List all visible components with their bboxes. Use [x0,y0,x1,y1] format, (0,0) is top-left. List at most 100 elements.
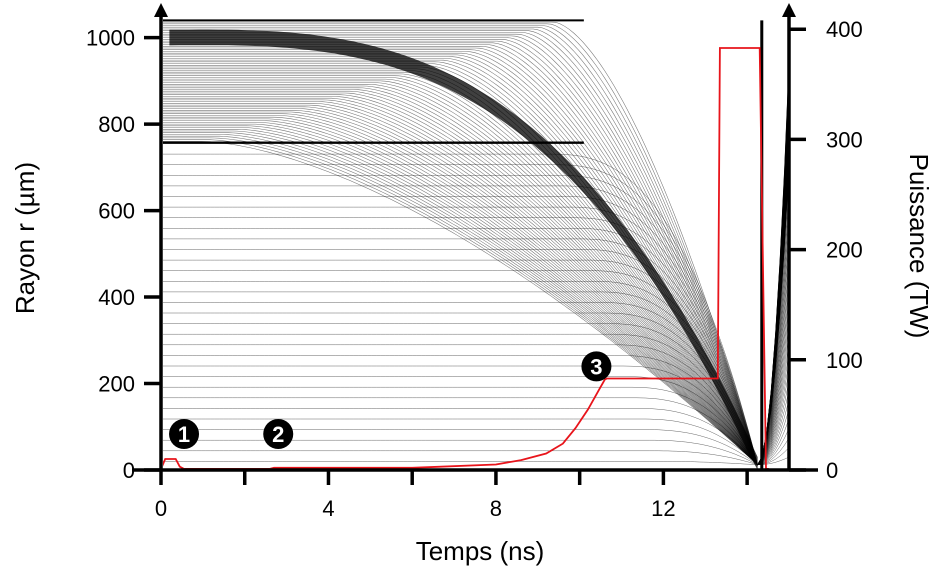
radius-trajectory-line [163,47,789,466]
y-tick-label: 400 [98,285,135,310]
radius-trajectory-line [163,90,789,466]
radius-trajectory-line [163,397,789,466]
x-tick-label: 12 [651,496,675,521]
radius-trajectory-line [163,418,789,466]
radius-trajectory-line [163,89,789,466]
radius-trajectory-line [163,116,789,466]
radius-trajectory-line [163,49,789,466]
y-tick-label: 800 [98,112,135,137]
radius-trajectory-line [163,106,789,466]
radius-trajectory-line [163,63,789,466]
marker-circle [581,351,612,382]
radius-trajectory-line [163,78,789,466]
radius-trajectory-line [163,123,789,466]
radius-trajectory-line [163,249,789,466]
radius-trajectory-line [163,82,789,466]
radius-trajectory-line [163,94,789,466]
radius-trajectory-line [163,134,789,466]
radius-trajectory-line [163,259,789,466]
radius-trajectory-line [163,65,789,466]
radius-trajectory-line [163,130,789,466]
radius-trajectory-line [163,132,789,466]
radius-trajectory-line [163,125,789,466]
radius-trajectory-line [163,141,789,466]
radius-trajectory-line [163,408,789,466]
radius-trajectory-line [163,101,789,466]
y2-axis-arrow [782,3,796,17]
radius-trajectory-line [163,153,789,466]
marker-label: 3 [590,354,602,379]
radius-trajectory-line [163,323,789,466]
marker-circle [169,419,200,449]
radius-trajectory-line [163,447,789,466]
radius-trajectory-line [163,85,789,466]
radius-trajectory-line [163,127,789,466]
radius-trajectory-line [163,365,789,466]
x-tick-label: 4 [322,496,334,521]
radius-trajectory-line [163,73,789,466]
radius-trajectory-line [163,110,789,466]
x-tick-label: 8 [490,496,502,521]
radius-trajectory-line [163,118,789,466]
radius-trajectory-line [163,115,789,466]
radius-trajectory-line [163,99,789,466]
y2-tick-label: 200 [826,238,863,263]
x-axis-label: Temps (ns) [416,536,545,566]
x-tick-label: 0 [155,496,167,521]
radius-trajectory-line [163,196,789,466]
radius-trajectory-line [163,302,789,466]
y2-tick-label: 100 [826,348,863,373]
y2-axis-label: Puissance (TW) [904,154,934,339]
radius-trajectory-line [163,84,789,466]
radius-trajectory-line [163,26,789,466]
y2-tick-label: 400 [826,17,863,42]
radius-trajectory-line [163,139,789,466]
radius-trajectory-line [163,80,789,466]
radius-trajectory-line [163,104,789,466]
radius-trajectories [163,19,789,470]
power-series [163,47,771,471]
radius-trajectory-line [163,120,789,466]
y-tick-label: 0 [123,458,135,483]
radius-trajectory-line [163,108,789,466]
radius-trajectory-line [163,312,789,466]
radius-trajectory-line [163,103,789,466]
radius-trajectory-line [163,437,789,466]
y-tick-label: 200 [98,372,135,397]
radius-trajectory-line [163,164,789,466]
radius-trajectory-line [163,217,789,466]
radius-trajectory-line [163,52,789,466]
y2-tick-label: 300 [826,127,863,152]
radius-trajectory-line [163,77,789,466]
y-axis-arrow [154,3,168,17]
radius-trajectory-line [163,333,789,466]
annotation-markers: 1 2 3 [169,351,612,449]
radius-trajectory-line [163,175,789,466]
y-tick-label: 1000 [86,26,135,51]
compressed-shell-band [169,29,758,470]
radius-trajectory-line [163,30,789,466]
marker-circle [263,419,294,449]
radius-trajectory-line [163,25,789,466]
radius-trajectory-line [163,51,789,466]
radius-trajectory-line [163,21,789,466]
radius-trajectory-line [163,23,789,466]
radius-trajectory-line [163,97,789,466]
radius-trajectory-line [163,122,789,466]
radius-trajectory-line [163,129,789,466]
y2-tick-label: 0 [826,458,838,483]
radius-trajectory-line [163,92,789,466]
radius-trajectory-line [163,428,789,466]
radius-trajectory-line [163,137,789,466]
radius-trajectory-line [163,456,789,466]
radius-trajectory-line [163,28,789,466]
radius-trajectory-line [163,66,789,466]
y-axis-label: Rayon r (µm) [10,162,40,314]
radius-trajectory-line [163,238,789,466]
radius-trajectory-line [163,113,789,466]
radius-trajectory-line [163,96,789,466]
power-curve [163,47,771,471]
marker-label: 1 [178,422,190,447]
